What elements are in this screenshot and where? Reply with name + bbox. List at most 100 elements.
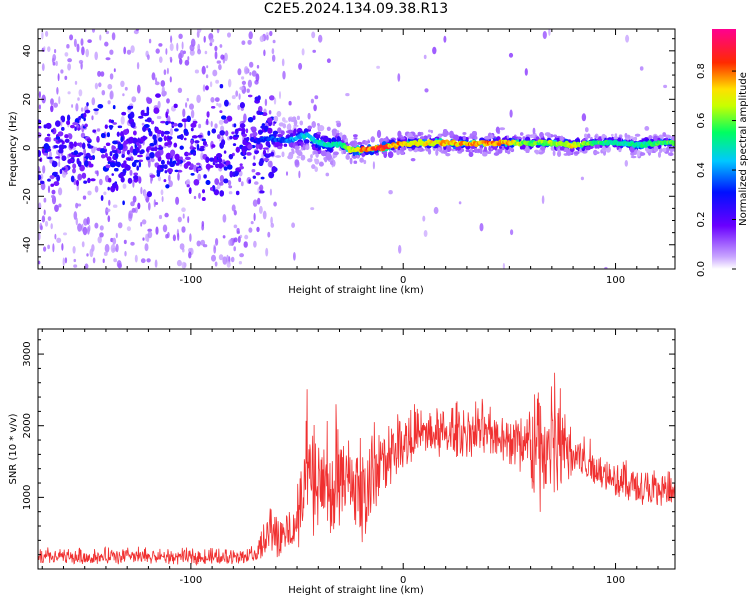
spectrogram-noise-cell: [124, 250, 127, 257]
spectrogram-noise-cell: [253, 181, 259, 185]
spectrogram-noise-cell: [112, 204, 118, 208]
spectrogram-cell: [205, 163, 211, 170]
spectrogram-cell: [211, 128, 216, 134]
spectrogram-cell: [221, 139, 226, 146]
spectrogram-cell: [190, 127, 194, 132]
spectrogram-cell: [648, 135, 653, 140]
spectrogram-noise-cell: [508, 52, 514, 58]
spectrogram-cell: [318, 125, 325, 132]
spectrogram-noise-cell: [146, 258, 151, 263]
spectrogram-noise-cell: [104, 243, 110, 253]
spectrogram-noise-cell: [188, 251, 192, 259]
colorbar-tick-label: 0.6: [696, 113, 707, 129]
spectrogram-noise-cell: [101, 90, 106, 96]
spectrogram-noise-cell: [98, 178, 103, 186]
spectrogram-cell: [596, 144, 600, 149]
spectrogram-cell: [61, 126, 65, 131]
spectrogram-noise-cell: [154, 81, 160, 86]
spectrogram-cell: [154, 146, 158, 152]
spectrogram-noise-cell: [273, 201, 277, 207]
spectrogram-noise-cell: [189, 103, 194, 110]
spectrogram-cell: [332, 160, 336, 167]
colorbar-tick-label: 0.8: [696, 63, 707, 79]
spectrogram-noise-cell: [243, 113, 247, 123]
spectrogram-noise-cell: [58, 160, 61, 168]
spectrogram-noise-cell: [67, 58, 72, 63]
spectrogram-cell: [271, 166, 277, 173]
spectrogram-cell: [146, 148, 149, 152]
spectrogram-cell: [133, 159, 140, 163]
spectrogram-cell: [307, 112, 311, 120]
spectrogram-noise-cell: [269, 30, 273, 37]
spectrogram-noise-cell: [157, 100, 161, 109]
spectrogram-cell: [325, 153, 332, 161]
spectrogram-cell: [193, 179, 200, 186]
spectrogram-noise-cell: [286, 171, 288, 176]
spectrogram-cell: [552, 150, 556, 157]
spectrogram-cell: [190, 163, 194, 169]
spectrogram-cell: [89, 156, 93, 160]
spectrogram-noise-cell: [131, 96, 137, 103]
spectrogram-cell: [177, 135, 180, 139]
spectrogram-cell: [214, 178, 219, 185]
spectrogram-noise-cell: [57, 73, 60, 82]
spectrogram-noise-cell: [388, 190, 393, 195]
spectrogram-noise-cell: [163, 69, 167, 76]
spectrogram-noise-cell: [251, 169, 256, 173]
spectrogram-noise-cell: [40, 225, 43, 231]
spectrogram-cell: [331, 128, 338, 135]
spectrogram-noise-cell: [220, 125, 225, 132]
spectrogram-cell: [122, 200, 125, 206]
spectrogram-cell: [177, 169, 183, 173]
spectrogram-noise-cell: [147, 54, 150, 60]
spectrogram-cell: [286, 123, 292, 131]
spectrogram-noise-cell: [509, 109, 513, 118]
spectrogram-noise-cell: [117, 263, 123, 269]
spectrogram-noise-cell: [237, 104, 241, 111]
spectrogram-cell: [215, 163, 220, 169]
spectrogram-cell: [88, 163, 94, 168]
spectrogram-cell: [442, 131, 449, 137]
spectrogram-noise-cell: [211, 254, 216, 262]
spectrogram-noise-cell: [107, 100, 111, 105]
spectrogram-cell: [387, 151, 394, 159]
spectrogram-cell: [317, 123, 320, 126]
spectrogram-cell: [254, 150, 259, 155]
snr-frame: [37, 328, 676, 570]
spectrogram-cell: [469, 133, 473, 139]
spectrogram-cell: [296, 156, 300, 159]
spectrogram-cell: [72, 122, 79, 126]
spectrogram-cell: [614, 133, 618, 137]
spectrogram-cell: [262, 147, 269, 150]
spectrogram-noise-cell: [246, 88, 250, 93]
spectrogram-noise-cell: [201, 220, 205, 227]
spectrogram-cell: [435, 149, 439, 156]
spectrogram-noise-cell: [249, 72, 252, 76]
spectrogram-cell: [267, 127, 273, 134]
spectrogram-cell: [185, 156, 191, 160]
spectrogram-noise-cell: [200, 239, 206, 246]
spectrogram-noise-cell: [216, 102, 219, 106]
spectrogram-cell: [252, 175, 256, 179]
spectrogram-cell: [148, 145, 152, 150]
spectrogram-noise-cell: [179, 49, 184, 59]
spectrogram-noise-cell: [41, 63, 45, 71]
spectrogram-cell: [224, 99, 229, 107]
spectrogram-cell: [175, 162, 180, 166]
spectrogram-cell: [550, 146, 555, 151]
spectrogram-cell: [298, 141, 303, 145]
spectrogram-noise-cell: [510, 229, 514, 236]
spectrogram-cell: [535, 150, 540, 155]
spectrogram-cell: [259, 130, 263, 134]
spectrogram-noise-cell: [109, 73, 114, 80]
spectrogram-cell: [51, 161, 58, 168]
spectrogram-noise-cell: [155, 48, 160, 54]
spectrogram-cell: [618, 148, 622, 153]
spectrogram-cell: [165, 152, 172, 160]
spectrogram-noise-cell: [193, 195, 197, 200]
spectrogram-cell: [345, 143, 350, 146]
spectrogram-noise-cell: [206, 65, 209, 69]
spectrogram-cell: [138, 176, 142, 184]
spectrogram-cell: [38, 150, 41, 157]
spectrogram-cell: [105, 164, 111, 169]
